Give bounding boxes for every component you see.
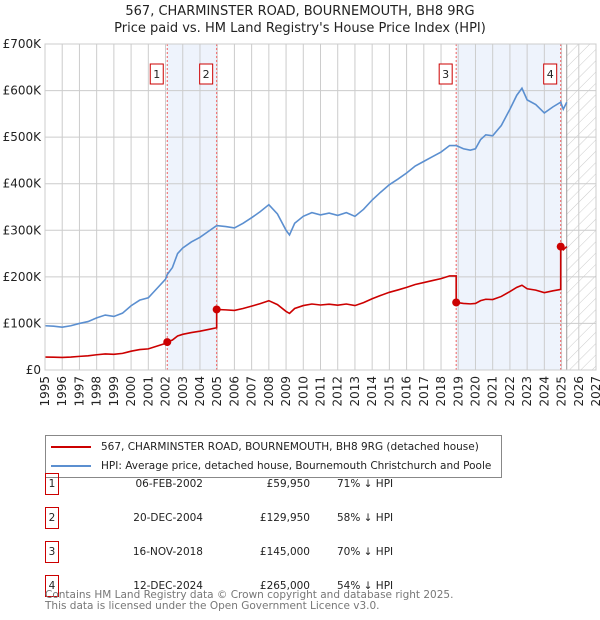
y-tick-label: £400K (3, 177, 43, 191)
sale-row: 4 12-DEC-2024 £265,000 54% ↓ HPI (45, 575, 445, 597)
x-tick-label: 2000 (124, 376, 138, 407)
x-tick-label: 2012 (331, 376, 345, 407)
sale-marker-label: 3 (442, 68, 449, 81)
x-tick-label: 2022 (503, 376, 517, 407)
x-tick-label: 2007 (245, 376, 259, 407)
x-tick-label: 2008 (262, 376, 276, 407)
sale-date: 20-DEC-2004 (133, 512, 203, 524)
plot-border (44, 43, 597, 371)
shade-span-1-2 (167, 44, 217, 370)
sale-point (163, 338, 172, 347)
x-tick-label: 2018 (434, 376, 448, 407)
sale-marker-label: 4 (547, 68, 554, 81)
chart-title: 567, CHARMINSTER ROAD, BOURNEMOUTH, BH8 … (125, 4, 475, 19)
x-tick-label: 1999 (107, 376, 121, 407)
x-tick-label: 2025 (555, 376, 569, 407)
y-tick-label: £200K (3, 270, 43, 284)
y-tick-label: £600K (3, 84, 43, 98)
legend-item-hpi: HPI: Average price, detached house, Bour… (51, 460, 491, 472)
sale-marker-label: 2 (45, 507, 59, 529)
sale-row: 1 06-FEB-2002 £59,950 71% ↓ HPI (45, 473, 445, 495)
chart-subtitle: Price paid vs. HM Land Registry's House … (114, 21, 486, 36)
legend: 567, CHARMINSTER ROAD, BOURNEMOUTH, BH8 … (45, 435, 502, 478)
shade-span-3-4 (456, 44, 561, 370)
x-tick-label: 2023 (520, 376, 534, 407)
y-tick-label: £700K (3, 37, 43, 51)
sale-marker-label: 3 (45, 541, 59, 563)
x-tick-label: 2019 (451, 376, 465, 407)
sale-marker-box (438, 63, 453, 85)
x-tick-label: 2002 (159, 376, 173, 407)
x-tick-label: 2005 (210, 376, 224, 407)
property-line (44, 244, 568, 359)
sale-hpi-delta: 58% ↓ HPI (337, 512, 394, 524)
sale-price: £265,000 (259, 580, 310, 592)
sale-marker-box (149, 63, 164, 85)
legend-swatch-hpi (51, 465, 91, 467)
sale-row: 2 20-DEC-2004 £129,950 58% ↓ HPI (45, 507, 445, 529)
x-tick-label: 2004 (193, 376, 207, 407)
x-tick-label: 1998 (90, 376, 104, 407)
x-tick-label: 2001 (141, 376, 155, 407)
sale-marker-label: 1 (153, 68, 160, 81)
x-tick-label: 2010 (296, 376, 310, 407)
price-chart: 1995 1996 1997 1998 1999 2000 2001 2002 2003 2004… (3, 37, 600, 407)
x-tick-label: 2011 (314, 376, 328, 407)
sale-marker-label: 4 (45, 575, 59, 597)
y-tick-label: £0 (26, 363, 41, 377)
x-tick-label: 2006 (227, 376, 241, 407)
x-tick-label: 1997 (72, 376, 86, 407)
y-tick-label: £100K (3, 316, 43, 330)
x-tick-label: 1995 (38, 376, 52, 407)
footer-licence: This data is licensed under the Open Gov… (45, 600, 380, 612)
x-tick-label: 2026 (572, 376, 586, 407)
sale-marker-box (199, 63, 214, 85)
sale-point (452, 298, 461, 307)
x-tick-label: 2015 (382, 376, 396, 407)
sale-hpi-delta: 54% ↓ HPI (337, 580, 394, 592)
x-tick-label: 2013 (348, 376, 362, 407)
forecast-hatch (566, 44, 596, 370)
sale-point (212, 305, 221, 314)
sale-marker-label: 2 (203, 68, 210, 81)
x-tick-label: 2014 (365, 376, 379, 407)
x-tick-label: 2003 (176, 376, 190, 407)
sale-marker-label: 1 (45, 473, 59, 495)
sale-hpi-delta: 71% ↓ HPI (337, 478, 394, 490)
sale-point (556, 242, 565, 251)
y-tick-label: £300K (3, 223, 43, 237)
sale-date: 16-NOV-2018 (132, 546, 203, 558)
legend-swatch-property (51, 446, 91, 448)
sale-row: 3 16-NOV-2018 £145,000 70% ↓ HPI (45, 541, 445, 563)
x-tick-label: 2024 (537, 376, 551, 407)
x-tick-label: 2021 (486, 376, 500, 407)
footer-copyright: Contains HM Land Registry data © Crown c… (45, 589, 454, 601)
x-tick-label: 2027 (589, 376, 600, 407)
x-tick-label: 2020 (468, 376, 482, 407)
hpi-line (44, 86, 568, 328)
x-tick-label: 2017 (417, 376, 431, 407)
x-tick-label: 1996 (55, 376, 69, 407)
sale-date: 12-DEC-2024 (133, 580, 203, 592)
legend-item-property: 567, CHARMINSTER ROAD, BOURNEMOUTH, BH8 … (51, 441, 479, 453)
sale-price: £129,950 (259, 512, 310, 524)
legend-label-property: 567, CHARMINSTER ROAD, BOURNEMOUTH, BH8 … (101, 441, 479, 453)
y-tick-label: £500K (3, 130, 43, 144)
sale-price: £145,000 (259, 546, 310, 558)
x-tick-label: 2016 (400, 376, 414, 407)
sale-marker-box (543, 63, 558, 85)
legend-label-hpi: HPI: Average price, detached house, Bour… (101, 460, 492, 472)
sale-hpi-delta: 70% ↓ HPI (337, 546, 394, 558)
x-tick-label: 2009 (279, 376, 293, 407)
sale-price: £59,950 (266, 478, 310, 490)
sale-date: 06-FEB-2002 (135, 478, 203, 490)
